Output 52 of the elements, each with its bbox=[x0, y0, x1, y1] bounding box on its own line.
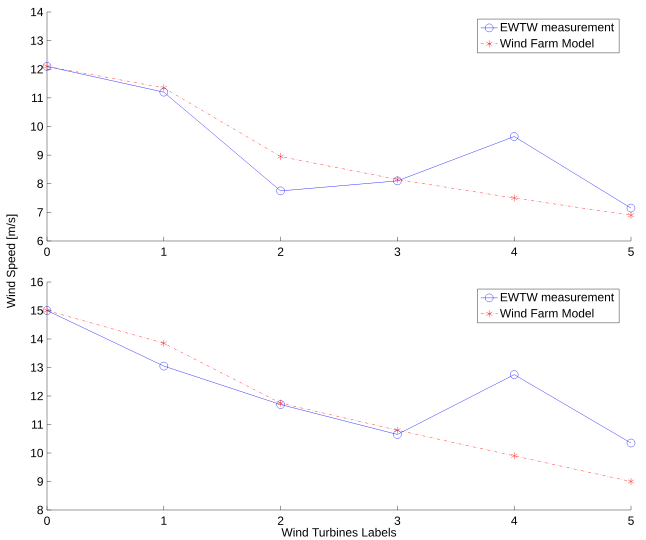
y-tick-label: 9 bbox=[37, 477, 43, 486]
point bbox=[510, 132, 518, 141]
y-tick-label: 14 bbox=[31, 8, 44, 16]
y-tick-label: 13 bbox=[31, 36, 43, 45]
x-tick-label: 3 bbox=[394, 516, 400, 525]
y-tick-label: 11 bbox=[32, 420, 43, 429]
x-tick-label: 2 bbox=[278, 516, 284, 525]
point bbox=[510, 194, 518, 202]
point bbox=[394, 426, 401, 434]
y-tick-label: 9 bbox=[37, 150, 43, 160]
y-tick-label: 10 bbox=[31, 448, 44, 458]
point bbox=[510, 452, 518, 460]
x-tick-label: 1 bbox=[161, 248, 167, 256]
point bbox=[628, 212, 634, 219]
point bbox=[160, 88, 168, 96]
x-tick-label: 4 bbox=[511, 248, 518, 256]
x-tick-label: 4 bbox=[511, 516, 518, 525]
x-tick-label: 0 bbox=[44, 516, 50, 525]
point bbox=[626, 204, 636, 212]
point bbox=[626, 438, 636, 448]
y-axis-title: Wind Speed [m/s] bbox=[6, 214, 18, 308]
y-tick-label: 8 bbox=[37, 506, 43, 514]
point bbox=[276, 186, 285, 196]
legend-label: EWTW measurement bbox=[500, 293, 614, 302]
point bbox=[160, 362, 168, 370]
point bbox=[628, 478, 634, 486]
y-tick-label: 8 bbox=[37, 180, 43, 188]
y-tick-label: 11 bbox=[32, 94, 43, 102]
point bbox=[160, 84, 168, 92]
legend-label: EWTW measurement bbox=[500, 23, 614, 32]
y-tick-label: 14 bbox=[31, 334, 44, 344]
legend-label: Wind Farm Model bbox=[500, 38, 594, 48]
x-tick-label: 5 bbox=[628, 248, 634, 256]
legend-label: Wind Farm Model bbox=[500, 308, 594, 318]
point bbox=[510, 370, 518, 379]
x-tick-label: 2 bbox=[278, 248, 284, 256]
x-tick-label: 1 bbox=[161, 516, 167, 525]
x-tick-label: 0 bbox=[44, 248, 50, 256]
y-tick-label: 16 bbox=[31, 278, 43, 286]
x-tick-label: 3 bbox=[394, 248, 400, 256]
y-tick-label: 12 bbox=[31, 392, 43, 400]
x-axis-title: Wind Turbines Labels bbox=[281, 528, 396, 537]
point bbox=[277, 152, 284, 160]
y-tick-label: 13 bbox=[31, 363, 43, 372]
x-tick-label: 5 bbox=[628, 516, 634, 525]
y-tick-label: 6 bbox=[37, 236, 43, 246]
point bbox=[393, 430, 402, 439]
point bbox=[160, 340, 168, 347]
y-tick-label: 7 bbox=[37, 208, 43, 217]
y-tick-label: 10 bbox=[31, 122, 44, 131]
y-tick-label: 15 bbox=[31, 306, 43, 315]
y-tick-label: 12 bbox=[31, 65, 43, 74]
